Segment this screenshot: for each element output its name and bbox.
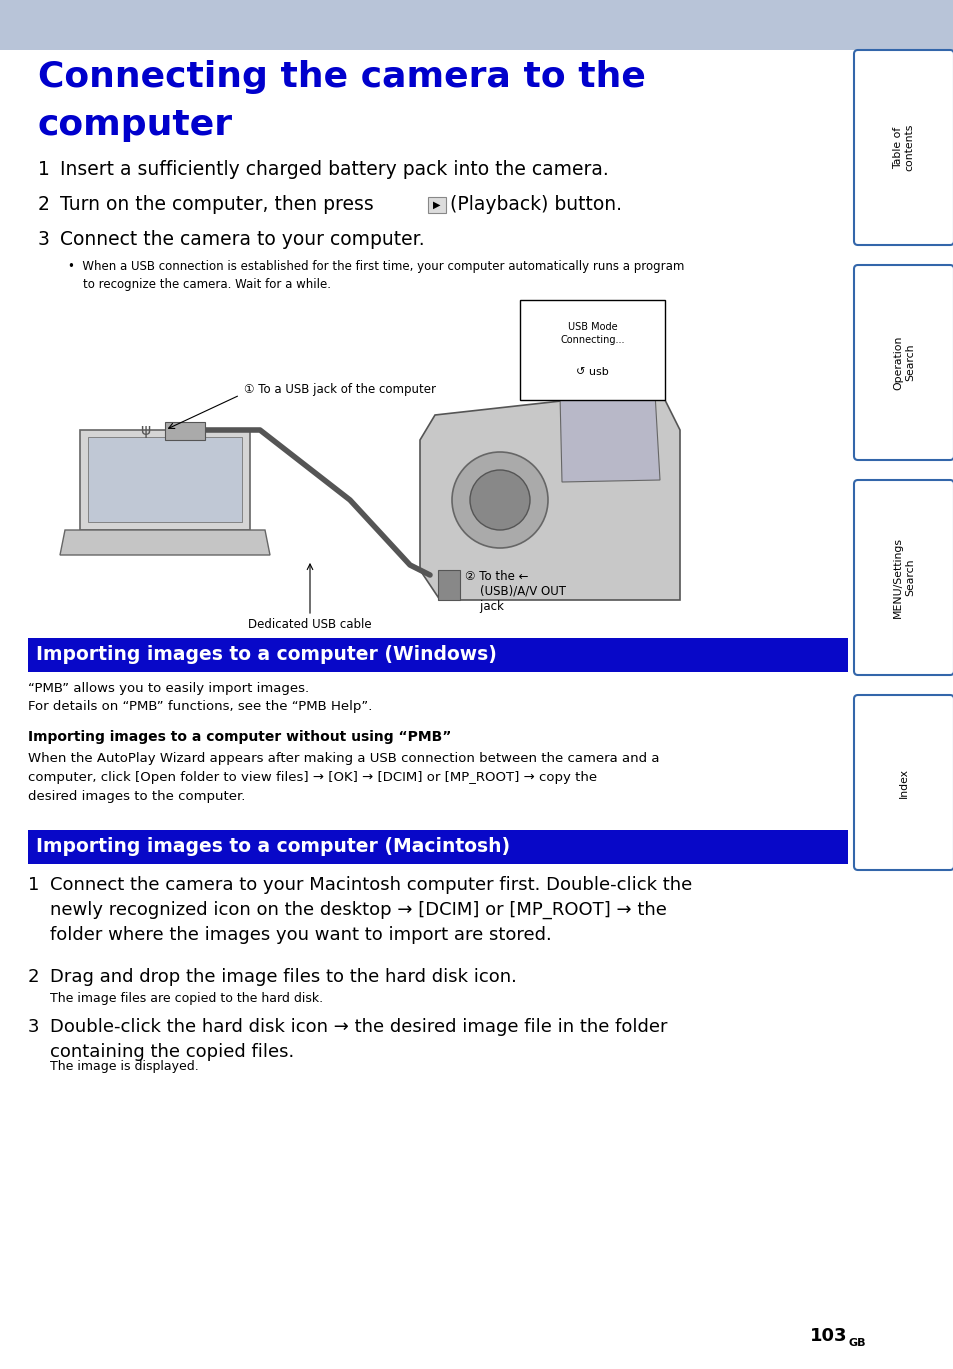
Text: USB Mode
Connecting...: USB Mode Connecting... [559, 322, 624, 345]
Polygon shape [165, 422, 205, 439]
Text: (Playback) button.: (Playback) button. [450, 194, 621, 214]
Text: The image is displayed.: The image is displayed. [50, 1060, 198, 1073]
Text: The image files are copied to the hard disk.: The image files are copied to the hard d… [50, 993, 323, 1005]
Text: Index: Index [898, 768, 908, 798]
Text: Connect the camera to your computer.: Connect the camera to your computer. [60, 230, 424, 249]
Circle shape [470, 470, 530, 530]
Text: ② To the ←
    (USB)/A/V OUT
    jack: ② To the ← (USB)/A/V OUT jack [464, 570, 565, 613]
Text: Importing images to a computer (Macintosh): Importing images to a computer (Macintos… [36, 838, 510, 857]
Text: Drag and drop the image files to the hard disk icon.: Drag and drop the image files to the har… [50, 968, 517, 986]
Text: Insert a sufficiently charged battery pack into the camera.: Insert a sufficiently charged battery pa… [60, 160, 608, 179]
Text: ▶: ▶ [433, 200, 440, 209]
Polygon shape [80, 430, 250, 530]
Text: MENU/Settings
Search: MENU/Settings Search [892, 537, 914, 617]
Text: 3: 3 [28, 1019, 39, 1036]
Text: Importing images to a computer (Windows): Importing images to a computer (Windows) [36, 646, 497, 664]
Text: ① To a USB jack of the computer: ① To a USB jack of the computer [244, 383, 436, 397]
Polygon shape [60, 530, 270, 554]
Polygon shape [559, 393, 659, 482]
FancyBboxPatch shape [853, 51, 953, 245]
Text: 1: 1 [28, 876, 39, 894]
Circle shape [452, 452, 547, 548]
Polygon shape [437, 570, 459, 600]
Polygon shape [88, 437, 242, 522]
Text: 103: 103 [809, 1327, 846, 1344]
Text: Turn on the computer, then press: Turn on the computer, then press [60, 194, 374, 214]
Text: 3: 3 [38, 230, 50, 249]
FancyBboxPatch shape [853, 266, 953, 460]
FancyBboxPatch shape [853, 695, 953, 871]
Text: Table of
contents: Table of contents [892, 123, 914, 171]
Text: 2: 2 [38, 194, 50, 214]
Text: Connect the camera to your Macintosh computer first. Double-click the
newly reco: Connect the camera to your Macintosh com… [50, 876, 692, 945]
Polygon shape [419, 390, 679, 600]
Text: •  When a USB connection is established for the first time, your computer automa: • When a USB connection is established f… [68, 260, 683, 292]
FancyBboxPatch shape [853, 481, 953, 675]
Text: ψ: ψ [140, 423, 150, 438]
Bar [428, 197, 446, 214]
Text: Double-click the hard disk icon → the desired image file in the folder
containin: Double-click the hard disk icon → the de… [50, 1019, 667, 1061]
Bar [0, 0, 953, 51]
Bar [519, 300, 664, 400]
Text: ↺ usb: ↺ usb [576, 367, 608, 376]
Text: 2: 2 [28, 968, 39, 986]
Text: GB: GB [848, 1338, 865, 1348]
Bar [28, 830, 847, 864]
Bar [28, 638, 847, 672]
Text: Connecting the camera to the: Connecting the camera to the [38, 60, 645, 94]
Text: “PMB” allows you to easily import images.: “PMB” allows you to easily import images… [28, 682, 309, 695]
Text: For details on “PMB” functions, see the “PMB Help”.: For details on “PMB” functions, see the … [28, 700, 372, 713]
Text: 1: 1 [38, 160, 50, 179]
Text: Dedicated USB cable: Dedicated USB cable [248, 617, 372, 631]
Text: Operation
Search: Operation Search [892, 335, 914, 390]
Text: Importing images to a computer without using “PMB”: Importing images to a computer without u… [28, 730, 451, 743]
Text: computer: computer [38, 108, 233, 142]
Text: When the AutoPlay Wizard appears after making a USB connection between the camer: When the AutoPlay Wizard appears after m… [28, 752, 659, 804]
